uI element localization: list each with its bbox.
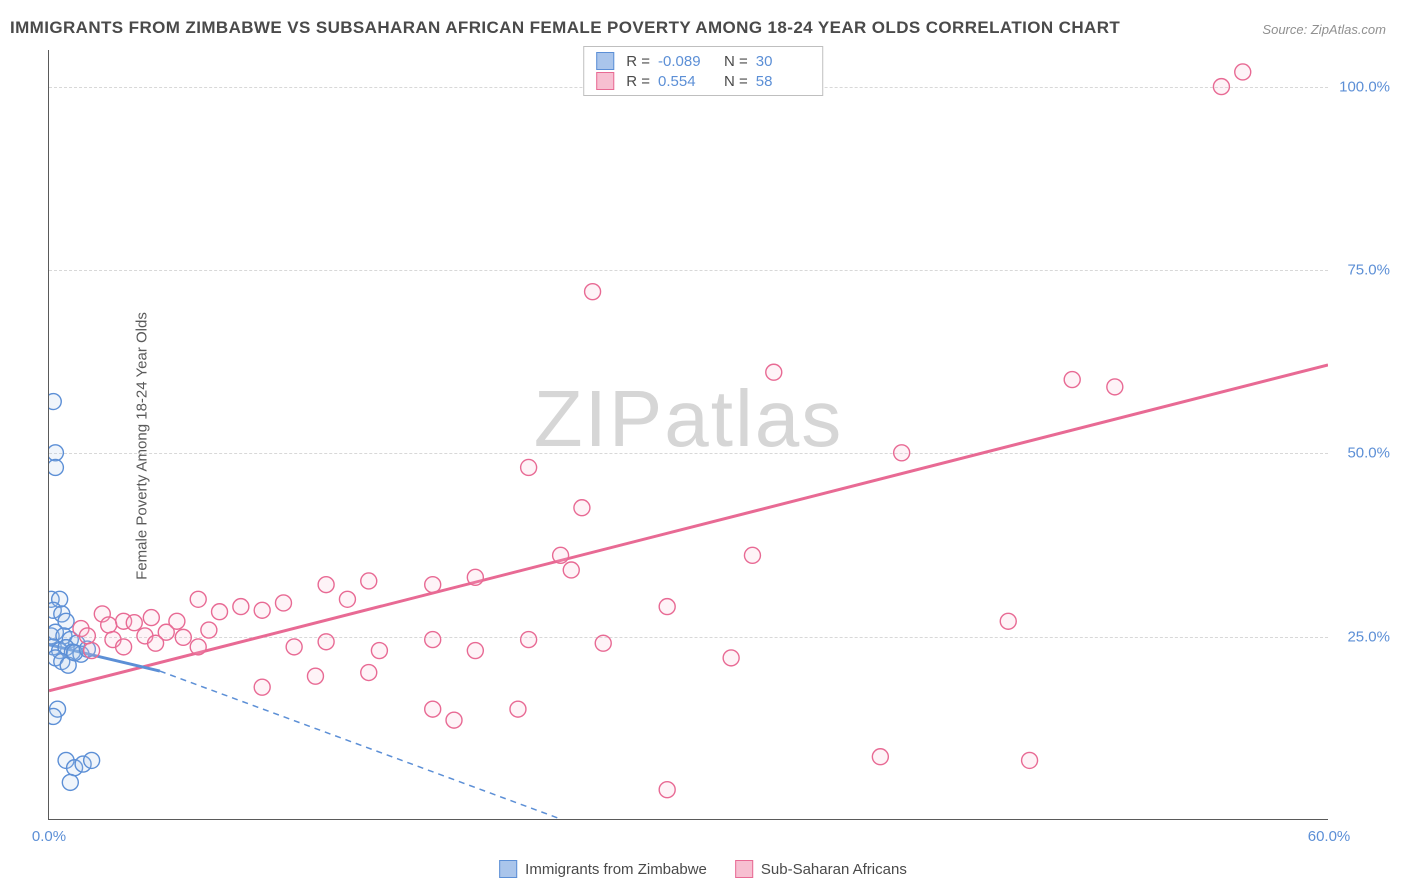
r-label: R = — [626, 53, 650, 70]
n-label: N = — [724, 53, 748, 70]
y-tick-label: 50.0% — [1347, 445, 1390, 462]
n-label: N = — [724, 73, 748, 90]
legend-row-series1: R = -0.089 N = 30 — [596, 51, 810, 71]
y-tick-label: 100.0% — [1339, 78, 1390, 95]
legend-label-series1: Immigrants from Zimbabwe — [525, 861, 707, 878]
legend-bottom: Immigrants from Zimbabwe Sub-Saharan Afr… — [499, 860, 907, 878]
source-label: Source: — [1262, 22, 1307, 37]
x-tick-label: 60.0% — [1308, 828, 1351, 845]
swatch-series2 — [596, 72, 614, 90]
source-value: ZipAtlas.com — [1311, 22, 1386, 37]
source-attribution: Source: ZipAtlas.com — [1262, 22, 1386, 37]
r-label: R = — [626, 73, 650, 90]
plot-area: ZIPatlas 25.0%50.0%75.0%100.0%0.0%60.0% — [48, 50, 1328, 820]
legend-item-series2: Sub-Saharan Africans — [735, 860, 907, 878]
y-tick-label: 25.0% — [1347, 628, 1390, 645]
chart-title: IMMIGRANTS FROM ZIMBABWE VS SUBSAHARAN A… — [10, 18, 1120, 38]
n-value-series2: 58 — [756, 73, 810, 90]
legend-row-series2: R = 0.554 N = 58 — [596, 71, 810, 91]
r-value-series1: -0.089 — [658, 53, 712, 70]
legend-correlation-box: R = -0.089 N = 30 R = 0.554 N = 58 — [583, 46, 823, 96]
x-tick-label: 0.0% — [32, 828, 66, 845]
legend-item-series1: Immigrants from Zimbabwe — [499, 860, 707, 878]
swatch-series1-bottom — [499, 860, 517, 878]
legend-label-series2: Sub-Saharan Africans — [761, 861, 907, 878]
swatch-series1 — [596, 52, 614, 70]
swatch-series2-bottom — [735, 860, 753, 878]
r-value-series2: 0.554 — [658, 73, 712, 90]
n-value-series1: 30 — [756, 53, 810, 70]
chart-svg — [49, 50, 1328, 819]
y-tick-label: 75.0% — [1347, 262, 1390, 279]
